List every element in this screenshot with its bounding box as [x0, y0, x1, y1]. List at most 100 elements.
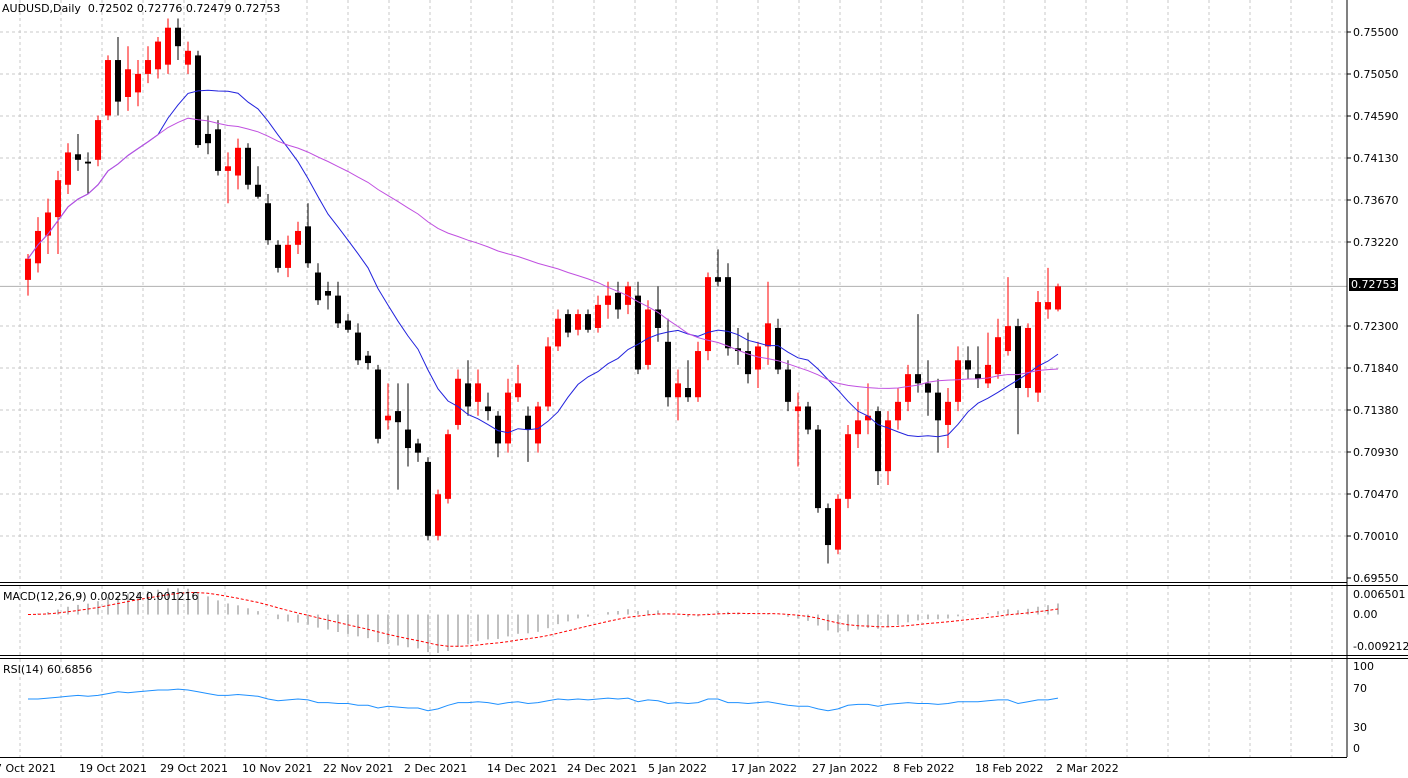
candle-bull	[105, 60, 111, 116]
candle-bear	[745, 351, 751, 375]
candle-bear	[465, 383, 471, 407]
candle-bull	[455, 378, 461, 425]
candle-bull	[1025, 327, 1031, 388]
price-tick: 0.70010	[1353, 530, 1399, 543]
candle-bull	[835, 498, 841, 550]
candle-bear	[915, 374, 921, 384]
candle-bull	[295, 230, 301, 245]
candle-bull	[1045, 302, 1051, 310]
time-tick: 29 Oct 2021	[160, 762, 229, 775]
candle-bull	[135, 73, 141, 93]
candle-bull	[555, 318, 561, 347]
candle-bear	[425, 461, 431, 536]
time-tick: 24 Dec 2021	[567, 762, 638, 775]
candle-bear	[975, 374, 981, 379]
price-tick: 0.73220	[1353, 236, 1399, 249]
candle-bull	[25, 258, 31, 280]
candle-bear	[75, 154, 81, 160]
candle-bear	[405, 429, 411, 449]
candle-bear	[725, 277, 731, 349]
candle-bull	[955, 360, 961, 402]
candle-bull	[145, 60, 151, 74]
candle-bull	[645, 309, 651, 365]
candle-bull	[385, 415, 391, 421]
candle-bull	[475, 383, 481, 402]
price-tick: 0.71380	[1353, 404, 1399, 417]
candle-bull	[895, 401, 901, 421]
candle-bull	[435, 494, 441, 536]
candle-bear	[825, 508, 831, 546]
candle-bear	[115, 60, 121, 102]
candle-bear	[175, 27, 181, 47]
candle-bear	[525, 415, 531, 430]
candle-bear	[685, 388, 691, 398]
candle-bull	[605, 295, 611, 305]
rsi-plot	[28, 688, 1059, 712]
time-tick: 22 Nov 2021	[323, 762, 394, 775]
candle-bull	[945, 401, 951, 425]
candle-bull	[65, 152, 71, 185]
macd-tick: 0.006501	[1353, 588, 1406, 601]
candle-bull	[285, 244, 291, 268]
candle-bear	[335, 295, 341, 324]
candle-bear	[375, 369, 381, 439]
chart-symbol-label: AUDUSD,Daily 0.72502 0.72776 0.72479 0.7…	[2, 2, 281, 15]
candle-bear	[775, 327, 781, 370]
candle-bull	[705, 277, 711, 352]
candle-bear	[585, 314, 591, 330]
candle-bull	[1035, 302, 1041, 393]
candle-bull	[545, 346, 551, 407]
candle-bull	[575, 314, 581, 330]
price-tick: 0.75050	[1353, 68, 1399, 81]
moving-averages	[27, 89, 1059, 438]
price-tick: 0.74590	[1353, 110, 1399, 123]
candle-bull	[505, 392, 511, 444]
candle-bull	[905, 374, 911, 402]
candle-bear	[395, 411, 401, 423]
candle-bull	[995, 337, 1001, 375]
price-tick: 0.71840	[1353, 362, 1399, 375]
macd-tick: 0.00	[1353, 608, 1378, 621]
candle-bear	[215, 129, 221, 171]
candle-bear	[255, 184, 261, 197]
candle-bull	[885, 420, 891, 472]
candle-bull	[515, 383, 521, 398]
fast-ma-line	[27, 89, 1059, 438]
candle-bear	[875, 411, 881, 472]
candle-bear	[635, 295, 641, 370]
macd-plot	[27, 588, 1059, 653]
candle-bear	[345, 320, 351, 330]
candle-bear	[205, 133, 211, 144]
time-tick: 2 Dec 2021	[404, 762, 468, 775]
rsi-tick: 100	[1353, 660, 1374, 673]
candle-bull	[535, 406, 541, 444]
price-tick: 0.70470	[1353, 488, 1399, 501]
candle-bear	[655, 309, 661, 328]
time-tick: 5 Jan 2022	[648, 762, 707, 775]
candle-bull	[765, 323, 771, 347]
candle-bull	[855, 420, 861, 435]
macd-signal-line	[27, 591, 1059, 647]
candle-bull	[985, 364, 991, 384]
candle-bull	[445, 434, 451, 499]
candle-bull	[865, 415, 871, 421]
candle-bear	[935, 392, 941, 421]
candle-bear	[265, 203, 271, 241]
candle-bull	[185, 50, 191, 65]
candle-bear	[965, 360, 971, 370]
candle-bull	[155, 41, 161, 70]
price-tick: 0.75500	[1353, 26, 1399, 39]
price-tick: 0.69550	[1353, 572, 1399, 585]
grid-lines	[0, 0, 1347, 757]
candle-bear	[815, 429, 821, 509]
candle-bear	[805, 406, 811, 430]
candle-bull	[1005, 326, 1011, 352]
price-tick: 0.72300	[1353, 320, 1399, 333]
candle-bull	[675, 383, 681, 398]
time-tick: 2 Mar 2022	[1056, 762, 1119, 775]
macd-tick: -0.009212	[1353, 640, 1408, 653]
slow-ma-line	[27, 117, 1059, 389]
candle-bull	[125, 69, 131, 97]
candle-bear	[365, 355, 371, 364]
